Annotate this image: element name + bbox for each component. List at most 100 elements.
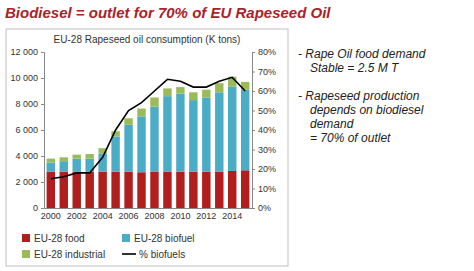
bar	[241, 90, 249, 171]
tick: 2000	[41, 208, 61, 221]
tick: 6 000	[15, 125, 44, 135]
tick-mark	[41, 182, 44, 183]
tick-label: 2002	[67, 211, 87, 221]
note-line: demand	[310, 117, 354, 131]
tick-mark	[41, 156, 44, 157]
tick: 10 000	[10, 73, 44, 83]
notes: - Rape Oil food demandStable = 2.5 M T- …	[298, 47, 426, 145]
bar	[85, 154, 93, 159]
tick-label: 0	[33, 203, 38, 213]
bar	[228, 171, 236, 208]
bar	[73, 155, 81, 159]
tick-label: 30%	[258, 145, 276, 155]
legend-item: EU-28 food	[22, 233, 85, 244]
bar	[124, 172, 132, 208]
tick-label: 0%	[258, 203, 271, 213]
tick: 2008	[144, 208, 164, 221]
tick-mark	[41, 104, 44, 105]
tick: 8 000	[15, 99, 44, 109]
note-line: - Rapeseed production	[298, 89, 420, 103]
tick-mark	[41, 208, 44, 209]
tick-label: 10 000	[10, 73, 38, 83]
legend: EU-28 food EU-28 biofuel EU-28 industrial%…	[22, 233, 195, 260]
legend-item: EU-28 biofuel	[122, 233, 195, 244]
tick-label: 50%	[258, 106, 276, 116]
bar	[47, 163, 55, 172]
bar	[60, 157, 68, 161]
tick-mark	[252, 169, 255, 170]
chart-title: EU-28 Rapeseed oil consumption (K tons)	[54, 34, 241, 45]
bar	[189, 100, 197, 172]
tick-label: 20%	[258, 164, 276, 174]
tick-label: 80%	[258, 47, 276, 57]
bar	[73, 159, 81, 172]
tick-mark	[252, 130, 255, 131]
tick: 20%	[252, 164, 276, 174]
bar	[241, 170, 249, 208]
bar	[215, 83, 223, 92]
bar	[176, 87, 184, 94]
tick-mark	[252, 91, 255, 92]
bar	[163, 172, 171, 208]
tick: 4 000	[15, 151, 44, 161]
tick: 2004	[93, 208, 113, 221]
tick-label: 12 000	[10, 47, 38, 57]
tick-label: 2012	[196, 211, 216, 221]
tick-mark	[252, 150, 255, 151]
line	[51, 77, 245, 178]
tick: 80%	[252, 47, 276, 57]
legend-swatch	[22, 234, 30, 242]
x-axis: 2000 2002 2004 2006 2008 2010 2012 2014	[41, 208, 253, 221]
tick-label: 2008	[144, 211, 164, 221]
bar	[137, 109, 145, 117]
bar	[189, 172, 197, 208]
tick-label: 2010	[170, 211, 190, 221]
bar	[202, 172, 210, 208]
tick-mark	[41, 52, 44, 53]
tick-label: 8 000	[15, 99, 38, 109]
tick-mark	[41, 130, 44, 131]
bar	[150, 107, 158, 172]
bar	[202, 98, 210, 172]
bar	[189, 92, 197, 100]
bar	[98, 172, 106, 208]
bar	[47, 159, 55, 163]
chart-svg: Biodiesel = outlet for 70% of EU Rapesee…	[0, 0, 474, 271]
legend-item: EU-28 industrial	[22, 249, 105, 260]
tick-label: 60%	[258, 86, 276, 96]
tick-mark	[252, 52, 255, 53]
bar-series	[47, 170, 250, 208]
tick-label: 2 000	[15, 177, 38, 187]
axis-line	[45, 208, 253, 209]
tick: 2006	[119, 208, 139, 221]
axis-line	[253, 53, 256, 209]
tick: 30%	[252, 145, 276, 155]
tick-label: 70%	[258, 67, 276, 77]
tick: 60%	[252, 86, 276, 96]
tick-label: 6 000	[15, 125, 38, 135]
tick-mark	[41, 78, 44, 79]
bar	[124, 125, 132, 172]
tick: 2012	[196, 208, 216, 221]
bar	[47, 172, 55, 208]
tick-mark	[252, 111, 255, 112]
tick: 12 000	[10, 47, 44, 57]
heading: Biodiesel = outlet for 70% of EU Rapesee…	[5, 4, 331, 21]
tick: 2010	[170, 208, 190, 221]
bar	[111, 172, 119, 208]
tick: 2014	[222, 208, 242, 221]
tick-label: 40%	[258, 125, 276, 135]
bar	[150, 98, 158, 107]
bar-series	[47, 77, 250, 163]
bar	[228, 86, 236, 171]
bar	[163, 96, 171, 171]
legend-label: % biofuels	[139, 249, 185, 260]
tick: 2002	[67, 208, 87, 221]
tick-mark	[252, 72, 255, 73]
bar	[137, 172, 145, 208]
bar	[124, 118, 132, 125]
tick: 70%	[252, 67, 276, 77]
bar	[60, 161, 68, 171]
tick: 2 000	[15, 177, 44, 187]
tick-label: 2014	[222, 211, 242, 221]
